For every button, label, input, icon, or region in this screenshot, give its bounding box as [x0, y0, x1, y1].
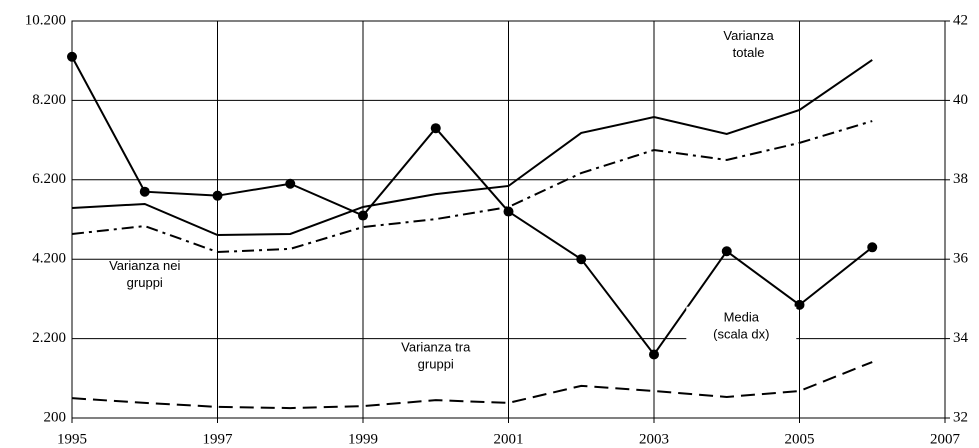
series-marker — [212, 190, 223, 201]
series-line — [71, 56, 873, 357]
y-tick-label: 4.200 — [32, 251, 66, 267]
series-marker — [139, 186, 150, 197]
series-marker — [867, 242, 878, 253]
series-marker — [649, 349, 659, 360]
x-tick-label: 2007 — [930, 431, 961, 447]
annotation: gruppi — [127, 275, 163, 290]
y-tick-label: 8.200 — [32, 92, 66, 108]
x-tick-label: 2001 — [494, 431, 524, 447]
series-marker — [576, 254, 587, 265]
y2-tick-label: 40 — [953, 92, 968, 108]
series-line — [71, 361, 873, 410]
y-tick-label: 6.200 — [32, 171, 66, 187]
y-tick-label: 200 — [44, 409, 67, 425]
annotation: Varianza nei — [109, 258, 180, 273]
series-marker — [721, 246, 732, 257]
annotation: gruppi — [418, 356, 454, 371]
x-tick-label: 1997 — [203, 431, 234, 447]
plot-frame — [71, 20, 946, 419]
series-marker — [794, 299, 805, 310]
series-line — [71, 59, 873, 236]
annotation: (scala dx) — [713, 327, 769, 342]
series-marker — [358, 210, 368, 221]
series-marker — [67, 51, 77, 62]
y2-tick-label: 34 — [953, 330, 969, 346]
annotation: Varianza tra — [401, 339, 471, 354]
y-tick-label: 2.200 — [32, 330, 66, 346]
series-marker — [285, 178, 296, 189]
y-tick-label: 10.200 — [25, 12, 66, 28]
y2-tick-label: 36 — [953, 251, 969, 267]
series-line — [71, 120, 873, 254]
x-tick-label: 1999 — [348, 431, 378, 447]
y2-tick-label: 38 — [953, 171, 968, 187]
series-marker — [430, 123, 441, 134]
annotation: Media — [724, 310, 760, 325]
annotation-bg — [686, 306, 797, 347]
y2-tick-label: 32 — [953, 409, 968, 425]
y2-tick-label: 42 — [953, 12, 968, 28]
x-tick-label: 2003 — [639, 431, 669, 447]
series-marker — [503, 206, 514, 217]
x-tick-label: 2005 — [785, 431, 815, 447]
annotation: totale — [733, 45, 765, 60]
x-tick-label: 1995 — [57, 431, 87, 447]
annotation: Varianza — [723, 28, 774, 43]
